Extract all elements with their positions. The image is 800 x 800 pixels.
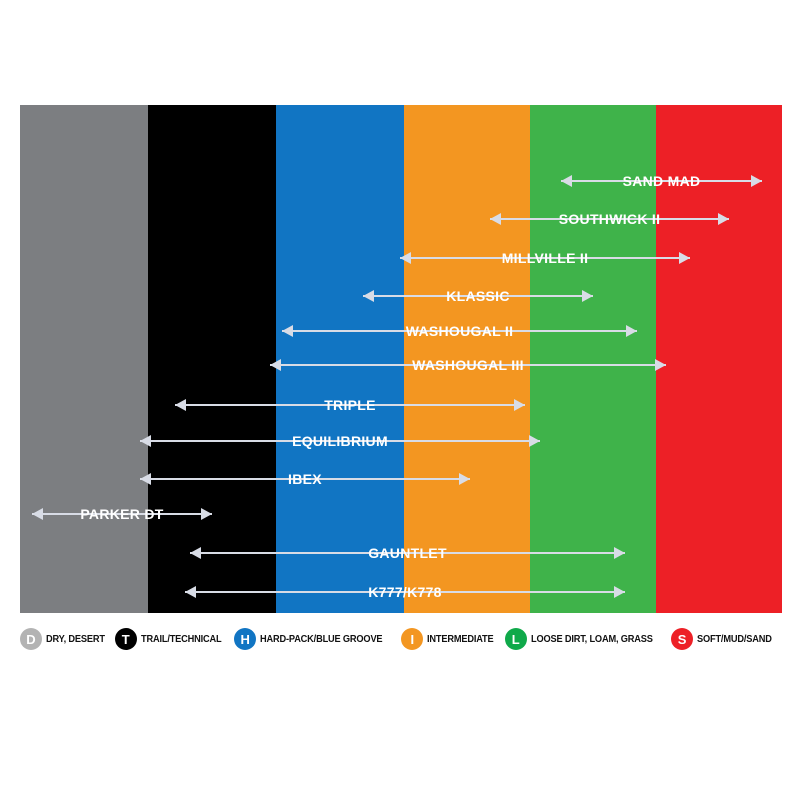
arrow-right-icon	[655, 359, 666, 371]
tire-range-row[interactable]: PARKER DT	[32, 503, 212, 525]
arrow-right-icon	[514, 399, 525, 411]
tire-model-label: TRIPLE	[324, 397, 376, 413]
tire-model-label: PARKER DT	[80, 506, 164, 522]
tire-range-row[interactable]: MILLVILLE II	[400, 247, 690, 269]
tire-model-label: WASHOUGAL III	[412, 357, 524, 373]
legend-label: LOOSE DIRT, LOAM, GRASS	[530, 633, 653, 645]
legend-badge-icon: H	[234, 628, 257, 650]
tire-model-label: SAND MAD	[622, 173, 701, 189]
terrain-legend: D DRY, DESERT T TRAIL/TECHNICAL H HARD-PACK/B…	[20, 624, 782, 654]
arrow-left-icon	[140, 435, 151, 447]
arrow-left-icon	[363, 290, 374, 302]
arrow-right-icon	[582, 290, 593, 302]
arrow-right-icon	[751, 175, 762, 187]
legend-item-h[interactable]: H HARD-PACK/BLUE GROOVE	[234, 628, 399, 650]
tire-range-row[interactable]: EQUILIBRIUM	[140, 430, 540, 452]
tire-range-row[interactable]: WASHOUGAL II	[282, 320, 637, 342]
tire-range-row[interactable]: GAUNTLET	[190, 542, 625, 564]
tire-model-label: GAUNTLET	[368, 545, 447, 561]
arrow-right-icon	[614, 547, 625, 559]
range-line	[175, 404, 525, 406]
range-line	[490, 218, 729, 220]
arrow-left-icon	[175, 399, 186, 411]
arrow-right-icon	[626, 325, 637, 337]
tire-range-row[interactable]: K777/K778	[185, 581, 625, 603]
terrain-column-4	[530, 105, 656, 613]
range-line	[561, 180, 762, 182]
arrow-left-icon	[400, 252, 411, 264]
arrow-right-icon	[718, 213, 729, 225]
arrow-left-icon	[282, 325, 293, 337]
tire-model-label: SOUTHWICK II	[558, 211, 661, 227]
arrow-left-icon	[32, 508, 43, 520]
legend-item-l[interactable]: L LOOSE DIRT, LOAM, GRASS	[504, 628, 669, 650]
terrain-column-2	[276, 105, 404, 613]
tire-range-row[interactable]: IBEX	[140, 468, 470, 490]
terrain-column-3	[404, 105, 530, 613]
arrow-left-icon	[140, 473, 151, 485]
range-line	[140, 440, 540, 442]
tire-model-label: EQUILIBRIUM	[292, 433, 388, 449]
tire-model-label: IBEX	[288, 471, 322, 487]
tire-model-label: WASHOUGAL II	[405, 323, 514, 339]
tire-range-row[interactable]: SAND MAD	[561, 170, 762, 192]
legend-label: DRY, DESERT	[46, 633, 105, 645]
legend-badge-icon: T	[114, 628, 137, 650]
tire-model-label: KLASSIC	[446, 288, 510, 304]
chart-body: SAND MAD SOUTHWICK II MILLVILLE II KLASSIC W…	[20, 105, 782, 613]
tire-model-label: MILLVILLE II	[501, 250, 589, 266]
legend-item-s[interactable]: S SOFT/MUD/SAND	[671, 628, 782, 650]
arrow-left-icon	[561, 175, 572, 187]
tire-range-row[interactable]: KLASSIC	[363, 285, 593, 307]
legend-badge-icon: I	[401, 628, 424, 650]
arrow-left-icon	[185, 586, 196, 598]
arrow-right-icon	[529, 435, 540, 447]
range-line	[32, 513, 212, 515]
range-line	[140, 478, 470, 480]
terrain-column-5	[656, 105, 782, 613]
legend-label: INTERMEDIATE	[427, 633, 494, 645]
range-line	[190, 552, 625, 554]
legend-badge-icon: S	[671, 628, 694, 650]
legend-label: HARD-PACK/BLUE GROOVE	[260, 633, 383, 645]
arrow-left-icon	[190, 547, 201, 559]
arrow-left-icon	[270, 359, 281, 371]
legend-item-i[interactable]: I INTERMEDIATE	[401, 628, 503, 650]
range-line	[400, 257, 690, 259]
range-line	[363, 295, 593, 297]
legend-badge-icon: D	[20, 628, 42, 650]
range-line	[270, 364, 666, 366]
terrain-column-0	[20, 105, 148, 613]
terrain-column-1	[148, 105, 276, 613]
arrow-right-icon	[679, 252, 690, 264]
tire-model-label: K777/K778	[368, 584, 442, 600]
arrow-right-icon	[614, 586, 625, 598]
range-line	[282, 330, 637, 332]
tire-range-row[interactable]: SOUTHWICK II	[490, 208, 729, 230]
legend-item-t[interactable]: T TRAIL/TECHNICAL	[114, 628, 233, 650]
legend-badge-icon: L	[504, 628, 527, 650]
range-line	[185, 591, 625, 593]
legend-item-d[interactable]: D DRY, DESERT	[20, 628, 113, 650]
tire-range-row[interactable]: WASHOUGAL III	[270, 354, 666, 376]
arrow-right-icon	[201, 508, 212, 520]
tire-range-row[interactable]: TRIPLE	[175, 394, 525, 416]
legend-label: TRAIL/TECHNICAL	[140, 633, 222, 645]
arrow-right-icon	[459, 473, 470, 485]
legend-label: SOFT/MUD/SAND	[697, 633, 772, 645]
arrow-left-icon	[490, 213, 501, 225]
